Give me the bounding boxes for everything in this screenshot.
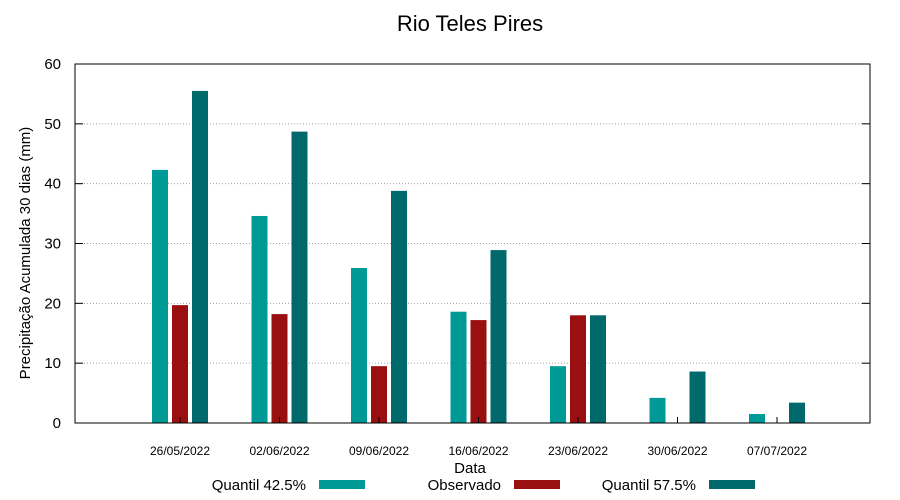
- legend: Quantil 42.5% Observado Quantil 57.5%: [212, 477, 755, 494]
- bar-quantil-57-5: [689, 371, 706, 423]
- bar-quantil-57-5: [789, 402, 805, 423]
- bar-quantil-42-5: [152, 169, 168, 423]
- bar-observado: [570, 315, 586, 423]
- bar-observado: [470, 320, 487, 423]
- bar-observado: [172, 305, 188, 423]
- legend-label: Quantil 42.5%: [212, 477, 306, 494]
- bar-quantil-42-5: [450, 311, 467, 423]
- y-axis-label: Precipitação Acumulada 30 dias (mm): [17, 127, 34, 380]
- y-axis-ticks: 0 10 20 30 40 50 60: [44, 56, 870, 432]
- y-tick-label: 50: [44, 116, 61, 133]
- y-tick-label: 10: [44, 355, 61, 372]
- bar-quantil-57-5: [391, 190, 407, 423]
- legend-swatch: [709, 480, 755, 489]
- x-tick-label: 23/06/2022: [548, 444, 608, 458]
- y-tick-label: 40: [44, 176, 61, 193]
- bars: [152, 90, 805, 424]
- bar-quantil-42-5: [749, 414, 765, 423]
- bar-quantil-57-5: [590, 315, 606, 423]
- y-tick-label: 20: [44, 295, 61, 312]
- x-axis-ticks: 26/05/2022 02/06/2022 09/06/2022 16/06/2022…: [150, 417, 807, 458]
- y-tick-label: 30: [44, 236, 61, 253]
- x-tick-label: 26/05/2022: [150, 444, 210, 458]
- bar-observado: [271, 314, 288, 423]
- x-tick-label: 16/06/2022: [448, 444, 508, 458]
- legend-swatch: [514, 480, 560, 489]
- x-axis-label: Data: [454, 460, 486, 477]
- legend-label: Quantil 57.5%: [602, 477, 696, 494]
- y-tick-label: 60: [44, 56, 61, 73]
- x-tick-label: 07/07/2022: [747, 444, 807, 458]
- bar-observado: [371, 366, 387, 423]
- bar-quantil-57-5: [291, 131, 308, 423]
- bar-quantil-42-5: [550, 366, 566, 423]
- bar-quantil-57-5: [490, 250, 507, 423]
- bar-quantil-42-5: [251, 215, 268, 423]
- y-tick-label: 0: [53, 415, 61, 432]
- x-tick-label: 02/06/2022: [249, 444, 309, 458]
- bar-quantil-42-5: [351, 268, 367, 423]
- legend-swatch: [319, 480, 365, 489]
- bar-quantil-42-5: [649, 397, 666, 423]
- x-tick-label: 09/06/2022: [349, 444, 409, 458]
- bar-quantil-57-5: [192, 90, 208, 424]
- x-tick-label: 30/06/2022: [647, 444, 707, 458]
- chart-title: Rio Teles Pires: [397, 11, 543, 36]
- legend-label: Observado: [428, 477, 501, 494]
